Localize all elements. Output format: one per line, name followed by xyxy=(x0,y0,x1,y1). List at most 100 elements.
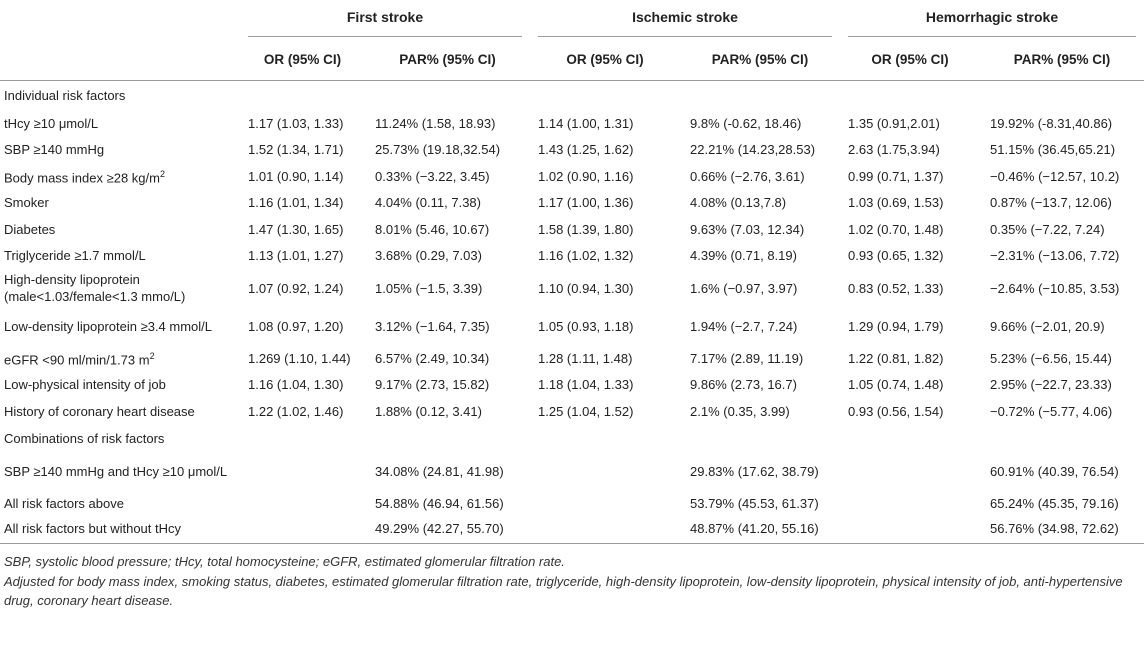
or-value: 1.17 (1.00, 1.36) xyxy=(538,195,634,211)
par-value: 53.79% (45.53, 61.37) xyxy=(690,496,819,512)
row-label-text: History of coronary heart disease xyxy=(4,403,195,419)
or-value: 1.14 (1.00, 1.31) xyxy=(538,115,634,131)
par-value: 1.6% (−0.97, 3.97) xyxy=(690,280,798,296)
par-value: 9.66% (−2.01, 20.9) xyxy=(990,318,1105,334)
group-header-ischemic-stroke: Ischemic stroke xyxy=(530,0,840,40)
or-value: 1.28 (1.11, 1.48) xyxy=(538,350,633,366)
row-label: Diabetes xyxy=(0,216,240,243)
col-header-par: PAR% (95% CI) xyxy=(365,40,530,81)
row-label-text: High-density lipoprotein (male<1.03/fema… xyxy=(4,272,186,304)
par-value: −0.46% (−12.57, 10.2) xyxy=(990,168,1120,184)
par-value: 0.35% (−7.22, 7.24) xyxy=(990,221,1105,237)
par-value: 11.24% (1.58, 18.93) xyxy=(375,115,496,131)
or-value: 1.47 (1.30, 1.65) xyxy=(248,221,344,237)
row-label-text: tHcy ≥10 μmol/L xyxy=(4,115,99,131)
or-value: 1.18 (1.04, 1.33) xyxy=(538,377,634,393)
par-value: 25.73% (19.18,32.54) xyxy=(375,142,501,158)
par-value: 34.08% (24.81, 41.98) xyxy=(375,464,504,479)
par-value: 2.1% (0.35, 3.99) xyxy=(690,403,790,419)
or-value: 1.07 (0.92, 1.24) xyxy=(248,280,344,296)
table-row: High-density lipoprotein (male<1.03/fema… xyxy=(0,269,1144,307)
or-value: 1.05 (0.74, 1.48) xyxy=(848,377,944,393)
row-label: All risk factors above xyxy=(4,496,124,512)
row-label: History of coronary heart disease xyxy=(0,398,240,425)
row-label-text: Low-density lipoprotein ≥3.4 mmol/L xyxy=(4,318,213,334)
or-value: 1.03 (0.69, 1.53) xyxy=(848,195,944,211)
or-value: 1.22 (0.81, 1.82) xyxy=(848,350,944,366)
or-value-empty xyxy=(840,517,980,544)
group-header-first-stroke: First stroke xyxy=(240,0,530,40)
row-label: Smoker xyxy=(0,190,240,217)
row-label-text: Triglyceride ≥1.7 mmol/L xyxy=(4,248,146,264)
risk-factor-table: First stroke Ischemic stroke Hemorrhagic… xyxy=(0,0,1144,544)
row-label: SBP ≥140 mmHg xyxy=(0,137,240,164)
or-value-empty xyxy=(240,517,365,544)
or-value: 1.16 (1.04, 1.30) xyxy=(248,377,344,393)
or-value: 0.83 (0.52, 1.33) xyxy=(848,280,944,296)
row-label-text: SBP ≥140 mmHg xyxy=(4,142,105,158)
table-row: All risk factors but without tHcy 49.29% … xyxy=(0,517,1144,544)
table-row: tHcy ≥10 μmol/L 1.17 (1.03, 1.33) 11.24% (… xyxy=(0,110,1144,137)
par-value: −2.64% (−10.85, 3.53) xyxy=(990,280,1120,296)
or-value: 1.43 (1.25, 1.62) xyxy=(538,142,634,158)
par-value: 9.86% (2.73, 16.7) xyxy=(690,377,797,393)
par-value: 4.08% (0.13,7.8) xyxy=(690,195,787,211)
or-value-empty xyxy=(530,491,680,518)
or-value: 1.10 (0.94, 1.30) xyxy=(538,280,634,296)
par-value: 49.29% (42.27, 55.70) xyxy=(365,517,530,544)
par-value: 5.23% (−6.56, 15.44) xyxy=(990,350,1112,366)
row-label: Triglyceride ≥1.7 mmol/L xyxy=(0,243,240,270)
par-value: −0.72% (−5.77, 4.06) xyxy=(990,403,1113,419)
table-row: SBP ≥140 mmHg and tHcy ≥10 μmol/L 34.08% … xyxy=(0,453,1144,491)
or-value: 1.52 (1.34, 1.71) xyxy=(248,142,344,158)
par-value: 1.94% (−2.7, 7.24) xyxy=(690,318,798,334)
col-header-par: PAR% (95% CI) xyxy=(680,40,840,81)
par-value: 3.68% (0.29, 7.03) xyxy=(375,248,482,264)
or-value: 1.58 (1.39, 1.80) xyxy=(538,221,634,237)
table-row: All risk factors above 54.88% (46.94, 61.… xyxy=(0,491,1144,518)
or-value-empty xyxy=(240,453,365,491)
table-row: Body mass index ≥28 kg/m2 1.01 (0.90, 1.1… xyxy=(0,163,1144,190)
table-row: History of coronary heart disease 1.22 (1… xyxy=(0,398,1144,425)
row-label: SBP ≥140 mmHg and tHcy ≥10 μmol/L xyxy=(4,464,228,479)
footnote-adjustment: Adjusted for body mass index, smoking st… xyxy=(4,573,1123,609)
row-label: All risk factors but without tHcy xyxy=(0,517,240,544)
table-row: Smoker 1.16 (1.01, 1.34) 4.04% (0.11, 7.38… xyxy=(0,190,1144,217)
superscript: 2 xyxy=(159,169,165,180)
col-header-par: PAR% (95% CI) xyxy=(980,40,1144,81)
par-value: 19.92% (-8.31,40.86) xyxy=(990,115,1113,131)
or-value: 1.05 (0.93, 1.18) xyxy=(538,318,634,334)
row-label-text: Diabetes xyxy=(4,221,56,237)
row-label: eGFR <90 ml/min/1.73 m2 xyxy=(0,345,240,372)
or-value: 1.16 (1.02, 1.32) xyxy=(538,248,634,264)
par-value: 6.57% (2.49, 10.34) xyxy=(375,350,490,366)
par-value: 0.87% (−13.7, 12.06) xyxy=(990,195,1112,211)
row-label: tHcy ≥10 μmol/L xyxy=(0,110,240,137)
or-value: 0.93 (0.65, 1.32) xyxy=(848,248,944,264)
row-label-text: eGFR <90 ml/min/1.73 m xyxy=(4,352,150,368)
row-label-text: Low-physical intensity of job xyxy=(4,377,166,393)
or-value: 1.13 (1.01, 1.27) xyxy=(248,248,344,264)
par-value: 1.05% (−1.5, 3.39) xyxy=(375,280,483,296)
col-header-or: OR (95% CI) xyxy=(840,40,980,81)
row-label: Low-physical intensity of job xyxy=(0,372,240,399)
par-value: 22.21% (14.23,28.53) xyxy=(690,142,816,158)
par-value: 65.24% (45.35, 79.16) xyxy=(990,496,1119,512)
col-header-or: OR (95% CI) xyxy=(530,40,680,81)
par-value: 7.17% (2.89, 11.19) xyxy=(690,350,804,366)
par-value: 9.63% (7.03, 12.34) xyxy=(690,221,805,237)
row-label: Low-density lipoprotein ≥3.4 mmol/L xyxy=(0,307,240,345)
table-container: First stroke Ischemic stroke Hemorrhagic… xyxy=(0,0,1144,609)
par-value: 4.04% (0.11, 7.38) xyxy=(375,195,481,211)
empty-subheader-cell xyxy=(0,40,240,81)
table-row: Diabetes 1.47 (1.30, 1.65) 8.01% (5.46, 10… xyxy=(0,216,1144,243)
or-value-empty xyxy=(530,453,680,491)
par-value: 56.76% (34.98, 72.62) xyxy=(980,517,1144,544)
group-header-hemorrhagic-stroke: Hemorrhagic stroke xyxy=(840,0,1144,40)
or-value: 1.29 (0.94, 1.79) xyxy=(848,318,944,334)
footnote-abbreviations: SBP, systolic blood pressure; tHcy, tota… xyxy=(4,554,565,569)
or-value: 1.25 (1.04, 1.52) xyxy=(538,403,634,419)
or-value: 1.17 (1.03, 1.33) xyxy=(248,115,344,131)
section-heading-individual: Individual risk factors xyxy=(4,87,126,103)
or-value-empty xyxy=(840,453,980,491)
